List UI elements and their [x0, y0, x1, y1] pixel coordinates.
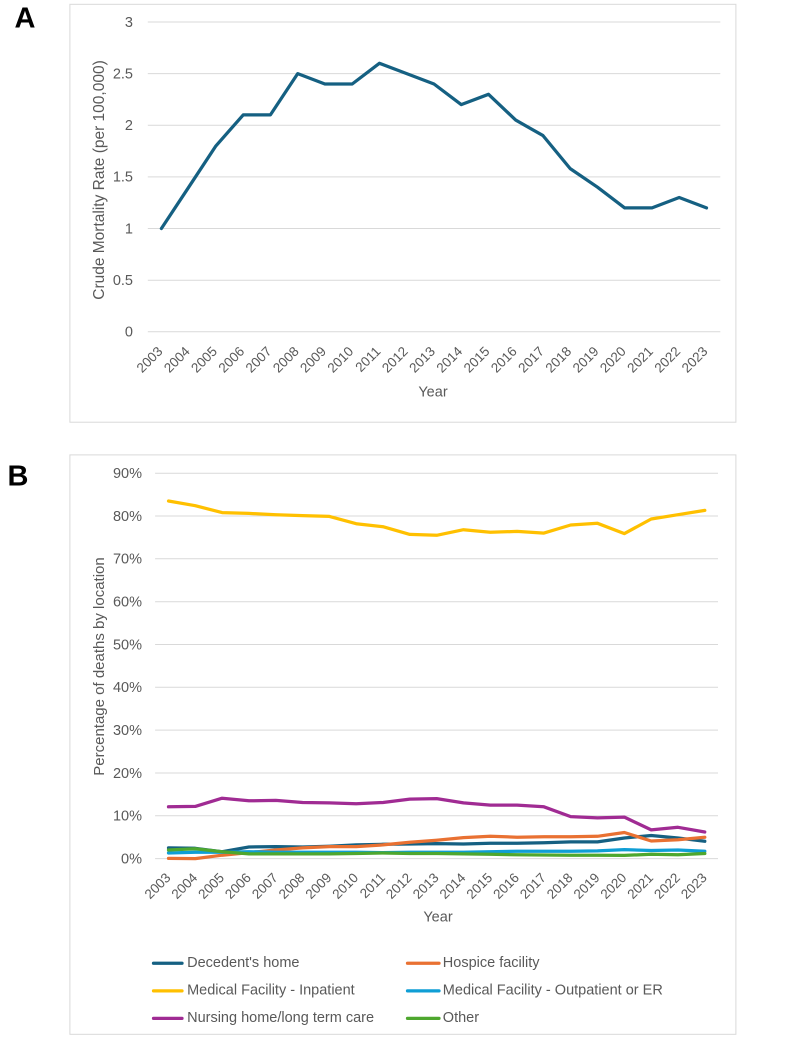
svg-text:Decedent's home: Decedent's home: [187, 955, 299, 971]
svg-text:B: B: [8, 461, 29, 493]
svg-text:Year: Year: [423, 910, 452, 926]
svg-text:0.5: 0.5: [113, 273, 133, 289]
svg-text:Crude Mortality Rate (per 100,: Crude Mortality Rate (per 100,000): [91, 60, 108, 300]
svg-text:Hospice facility: Hospice facility: [443, 955, 540, 971]
svg-text:Percentage of deaths by locati: Percentage of deaths by location: [91, 557, 108, 775]
svg-text:2.5: 2.5: [113, 66, 133, 82]
svg-text:Medical Facility - Outpatient: Medical Facility - Outpatient or ER: [443, 982, 663, 998]
svg-text:1: 1: [125, 221, 133, 237]
svg-text:3: 3: [125, 15, 133, 31]
svg-text:2: 2: [125, 118, 133, 134]
svg-text:Other: Other: [443, 1010, 479, 1026]
svg-text:10%: 10%: [113, 809, 142, 825]
svg-text:0%: 0%: [121, 851, 142, 867]
svg-text:60%: 60%: [113, 595, 142, 611]
svg-text:30%: 30%: [113, 723, 142, 739]
svg-text:40%: 40%: [113, 680, 142, 696]
svg-text:70%: 70%: [113, 552, 142, 568]
svg-text:Medical Facility - Inpatient: Medical Facility - Inpatient: [187, 982, 355, 998]
svg-text:20%: 20%: [113, 766, 142, 782]
svg-text:1.5: 1.5: [113, 170, 133, 186]
svg-text:Nursing home/long term care: Nursing home/long term care: [187, 1010, 374, 1026]
svg-text:Year: Year: [418, 385, 447, 401]
svg-text:50%: 50%: [113, 637, 142, 653]
svg-text:0: 0: [125, 325, 133, 341]
svg-text:80%: 80%: [113, 509, 142, 525]
svg-text:90%: 90%: [113, 466, 142, 482]
svg-text:A: A: [15, 2, 36, 34]
